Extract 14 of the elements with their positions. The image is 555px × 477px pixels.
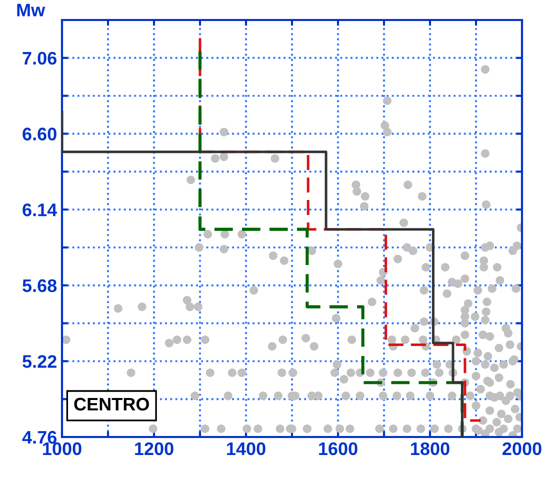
- x-tick-label: 1200: [135, 442, 174, 456]
- y-tick-label: 5.68: [22, 279, 57, 292]
- y-tick-label: 6.14: [22, 203, 58, 216]
- x-tick-label: 2000: [502, 442, 542, 456]
- x-tick-label: 1800: [411, 442, 450, 456]
- x-tick-label: 1400: [227, 442, 266, 456]
- x-tick-label: 1000: [43, 442, 82, 456]
- y-tick-label: 5.22: [22, 355, 56, 368]
- annotation: CENTRO: [74, 398, 149, 411]
- y-tick-label: 6.60: [22, 128, 56, 140]
- y-tick-label: 7.06: [22, 52, 56, 65]
- y-tick-label: 4.76: [22, 430, 56, 444]
- y-axis-title: Mw: [17, 4, 46, 16]
- x-tick-label: 1600: [319, 442, 358, 456]
